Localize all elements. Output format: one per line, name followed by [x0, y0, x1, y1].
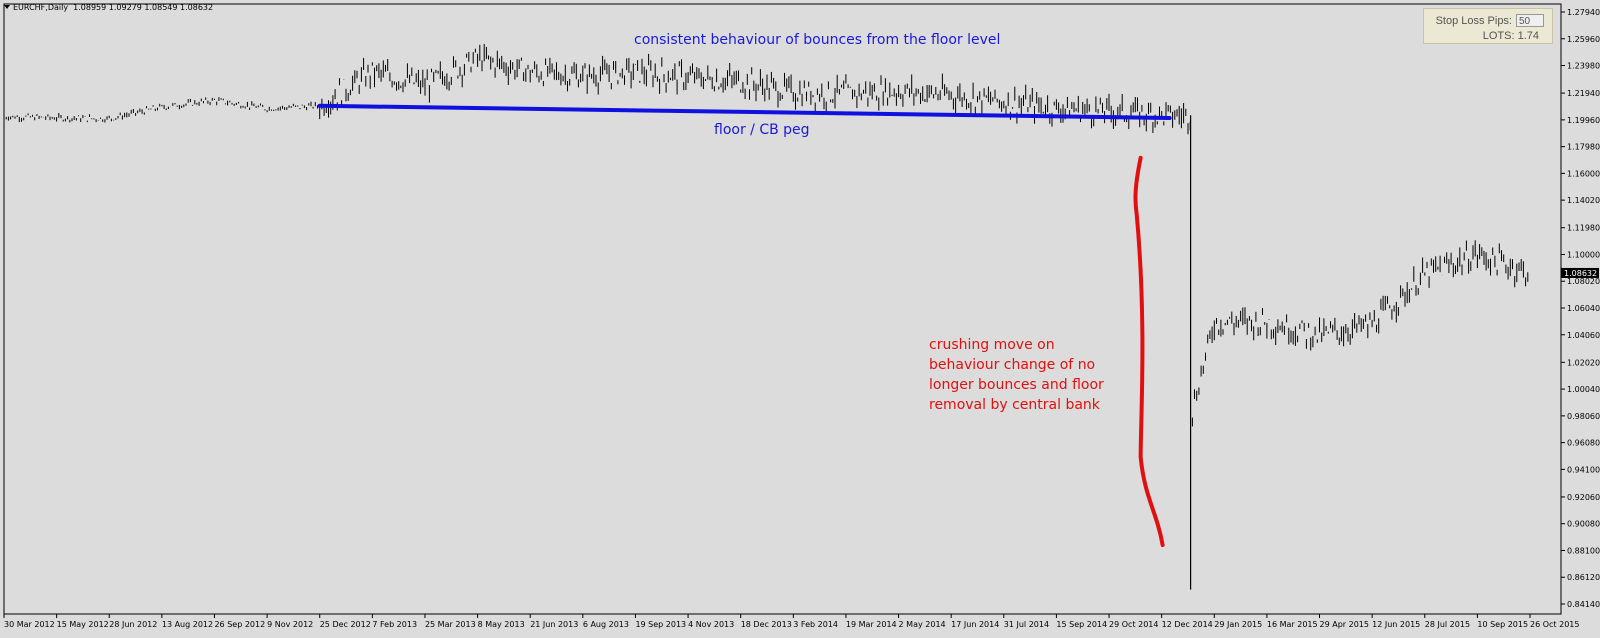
annotation-marks	[317, 103, 1172, 548]
y-tick-label: 0.92060	[1567, 493, 1600, 502]
x-tick-label: 29 Oct 2014	[1109, 620, 1158, 629]
y-tick-label: 1.11980	[1567, 224, 1600, 233]
y-tick-label: 1.19960	[1567, 116, 1600, 125]
x-tick-label: 21 Jun 2013	[530, 620, 578, 629]
x-tick-label: 7 Feb 2013	[372, 620, 417, 629]
y-tick-label: 0.98060	[1567, 412, 1600, 421]
x-tick-label: 28 Jul 2015	[1425, 620, 1470, 629]
lots-label: LOTS:	[1482, 30, 1515, 42]
y-tick-label: 1.25960	[1567, 35, 1600, 44]
chart-axes: 1.27940 1.25960 1.23980 1.21940 1.19960 1.179…	[3, 3, 1600, 629]
x-tick-label: 3 Feb 2014	[793, 620, 838, 629]
x-tick-label: 12 Dec 2014	[1162, 620, 1213, 629]
current-price-marker	[1561, 267, 1599, 278]
y-tick-label: 1.21940	[1567, 89, 1600, 98]
x-tick-label: 2 May 2014	[899, 620, 946, 629]
x-tick-label: 16 Mar 2015	[1267, 620, 1318, 629]
symbol-label: EURCHF,Daily	[13, 3, 69, 12]
x-tick-label: 15 Sep 2014	[1056, 620, 1107, 629]
price-series	[3, 44, 1529, 590]
y-tick-label: 1.23980	[1567, 62, 1600, 71]
y-tick-label: 0.84140	[1567, 600, 1600, 609]
y-tick-label: 1.08020	[1567, 277, 1600, 286]
chart-title: EURCHF,Daily 1.08959 1.09279 1.08549 1.0…	[4, 3, 213, 12]
x-tick-label: 9 Nov 2012	[267, 620, 313, 629]
y-tick-label: 0.88100	[1567, 546, 1600, 555]
stop-loss-label: Stop Loss Pips:	[1435, 14, 1512, 27]
x-tick-label: 19 Mar 2014	[846, 620, 897, 629]
x-tick-label: 13 Aug 2012	[162, 620, 213, 629]
x-tick-label: 26 Oct 2015	[1530, 620, 1579, 629]
current-price-label: 1.08632	[1564, 269, 1597, 278]
y-tick-label: 0.96080	[1567, 439, 1600, 448]
y-tick-label: 1.04060	[1567, 331, 1600, 340]
y-tick-label: 1.02020	[1567, 358, 1600, 367]
floor-line	[317, 103, 1172, 120]
y-tick-label: 1.27940	[1567, 8, 1600, 17]
y-tick-label: 1.00040	[1567, 385, 1600, 394]
y-tick-label: 1.16000	[1567, 169, 1600, 178]
x-tick-label: 28 Jun 2012	[109, 620, 157, 629]
x-tick-label: 10 Sep 2015	[1477, 620, 1528, 629]
x-tick-label: 25 Dec 2012	[320, 620, 371, 629]
y-tick-label: 0.94100	[1567, 465, 1600, 474]
x-tick-label: 30 Mar 2012	[4, 620, 55, 629]
x-tick-label: 12 Jun 2015	[1372, 620, 1420, 629]
stop-loss-row: Stop Loss Pips: 50	[1436, 14, 1544, 27]
x-tick-label: 25 Mar 2013	[425, 620, 476, 629]
y-tick-label: 1.06040	[1567, 304, 1600, 313]
floor-annotation: floor / CB peg	[714, 122, 810, 138]
x-tick-label: 31 Jul 2014	[1004, 620, 1049, 629]
lots-value: 1.74	[1517, 30, 1539, 42]
x-tick-label: 8 May 2013	[478, 620, 525, 629]
y-tick-label: 1.17980	[1567, 143, 1600, 152]
y-tick-label: 1.14020	[1567, 196, 1600, 205]
x-tick-label: 4 Nov 2013	[688, 620, 734, 629]
y-tick-label: 0.86120	[1567, 573, 1600, 582]
x-tick-label: 18 Dec 2013	[741, 620, 792, 629]
red-drawn-arrow	[1133, 155, 1165, 548]
x-tick-label: 17 Jun 2014	[951, 620, 999, 629]
x-tick-label: 15 May 2012	[57, 620, 109, 629]
x-tick-label: 29 Jan 2015	[1214, 620, 1262, 629]
stop-loss-input[interactable]: 50	[1516, 14, 1544, 27]
y-tick-label: 0.90080	[1567, 520, 1600, 529]
x-tick-label: 6 Aug 2013	[583, 620, 629, 629]
ohlc-values: 1.08959 1.09279 1.08549 1.08632	[73, 3, 214, 12]
top-annotation: consistent behaviour of bounces from the…	[634, 32, 1001, 48]
chart-menu-icon[interactable]	[4, 5, 10, 9]
x-tick-label: 26 Sep 2012	[214, 620, 265, 629]
crash-annotation: crushing move on behaviour change of no …	[929, 337, 1104, 413]
y-tick-label: 1.10000	[1567, 250, 1600, 259]
trade-panel: Stop Loss Pips: 50 LOTS: 1.74	[1423, 8, 1553, 44]
lots-row: LOTS: 1.74	[1483, 30, 1539, 42]
x-tick-label: 19 Sep 2013	[635, 620, 686, 629]
x-tick-label: 29 Apr 2015	[1320, 620, 1369, 629]
plot-frame	[3, 3, 1562, 615]
